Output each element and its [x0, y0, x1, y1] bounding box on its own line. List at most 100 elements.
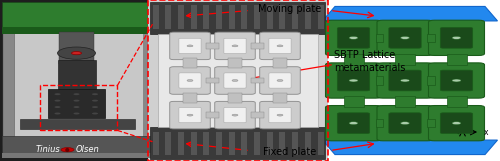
Bar [152, 5, 158, 29]
Bar [228, 93, 242, 103]
Bar [376, 119, 383, 127]
FancyBboxPatch shape [428, 106, 484, 141]
Circle shape [54, 93, 60, 95]
Bar [318, 0, 500, 161]
Text: Tinius: Tinius [35, 145, 60, 154]
Bar [305, 5, 311, 29]
Bar [266, 5, 272, 29]
Bar [292, 5, 298, 29]
Bar [148, 0, 328, 161]
FancyBboxPatch shape [326, 63, 382, 98]
Bar [48, 89, 105, 118]
Bar [204, 132, 210, 155]
FancyBboxPatch shape [269, 73, 291, 88]
Circle shape [452, 36, 461, 39]
FancyBboxPatch shape [269, 108, 291, 123]
Text: z: z [443, 116, 448, 125]
Bar [254, 132, 260, 155]
Circle shape [74, 93, 80, 95]
Text: Olsen: Olsen [76, 145, 100, 154]
FancyBboxPatch shape [326, 106, 382, 141]
Bar [318, 5, 324, 29]
FancyBboxPatch shape [170, 67, 210, 94]
Circle shape [452, 122, 461, 125]
Bar [206, 78, 219, 83]
Bar [150, 2, 325, 34]
Circle shape [74, 113, 80, 114]
Circle shape [232, 80, 238, 81]
Circle shape [277, 80, 283, 81]
FancyBboxPatch shape [269, 38, 291, 53]
Bar [273, 93, 287, 103]
Bar [427, 119, 434, 127]
Bar [20, 119, 135, 129]
Bar [266, 132, 272, 155]
Bar [2, 27, 156, 34]
Bar [305, 132, 311, 155]
Bar [228, 58, 242, 68]
Circle shape [187, 114, 193, 116]
FancyBboxPatch shape [389, 28, 421, 48]
FancyBboxPatch shape [338, 70, 370, 91]
Bar [190, 5, 196, 29]
Bar [292, 132, 298, 155]
Bar [273, 58, 287, 68]
Circle shape [187, 80, 193, 81]
Bar [206, 112, 219, 118]
FancyBboxPatch shape [326, 20, 382, 55]
Bar [2, 2, 156, 29]
Bar [152, 132, 158, 155]
FancyBboxPatch shape [224, 38, 246, 53]
Bar [395, 53, 415, 65]
Bar [228, 5, 234, 29]
Bar [280, 5, 285, 29]
Bar [242, 132, 248, 155]
Polygon shape [322, 6, 498, 21]
Bar [58, 60, 96, 89]
Bar [216, 132, 222, 155]
Bar [183, 93, 197, 103]
Bar [206, 43, 219, 49]
Circle shape [187, 45, 193, 47]
FancyBboxPatch shape [389, 70, 421, 91]
Circle shape [74, 100, 80, 102]
Bar [190, 132, 196, 155]
Bar [2, 8, 15, 145]
FancyBboxPatch shape [170, 101, 210, 129]
FancyBboxPatch shape [215, 101, 255, 129]
Bar [228, 132, 234, 155]
Circle shape [349, 36, 358, 39]
Circle shape [54, 100, 60, 102]
FancyBboxPatch shape [428, 20, 484, 55]
Circle shape [452, 79, 461, 82]
Bar [138, 8, 150, 145]
FancyBboxPatch shape [260, 101, 300, 129]
Circle shape [92, 113, 98, 114]
Polygon shape [322, 140, 498, 155]
Bar [251, 112, 264, 118]
Bar [344, 96, 363, 108]
FancyBboxPatch shape [179, 73, 201, 88]
FancyBboxPatch shape [428, 63, 484, 98]
Bar [2, 136, 156, 155]
Bar [0, 0, 158, 161]
Bar [376, 34, 383, 42]
Circle shape [349, 122, 358, 125]
FancyBboxPatch shape [440, 28, 472, 48]
Bar [427, 76, 434, 85]
Circle shape [58, 47, 96, 59]
Circle shape [72, 52, 82, 55]
FancyBboxPatch shape [179, 38, 201, 53]
FancyBboxPatch shape [377, 106, 433, 141]
Bar [395, 96, 415, 108]
FancyBboxPatch shape [440, 113, 472, 134]
Bar [178, 5, 184, 29]
Circle shape [61, 148, 74, 152]
FancyBboxPatch shape [377, 20, 433, 55]
FancyBboxPatch shape [179, 108, 201, 123]
Text: Fixed plate: Fixed plate [264, 147, 316, 157]
Bar [59, 32, 94, 64]
Text: ⬤: ⬤ [65, 148, 70, 152]
Bar [251, 78, 264, 83]
Circle shape [92, 93, 98, 95]
